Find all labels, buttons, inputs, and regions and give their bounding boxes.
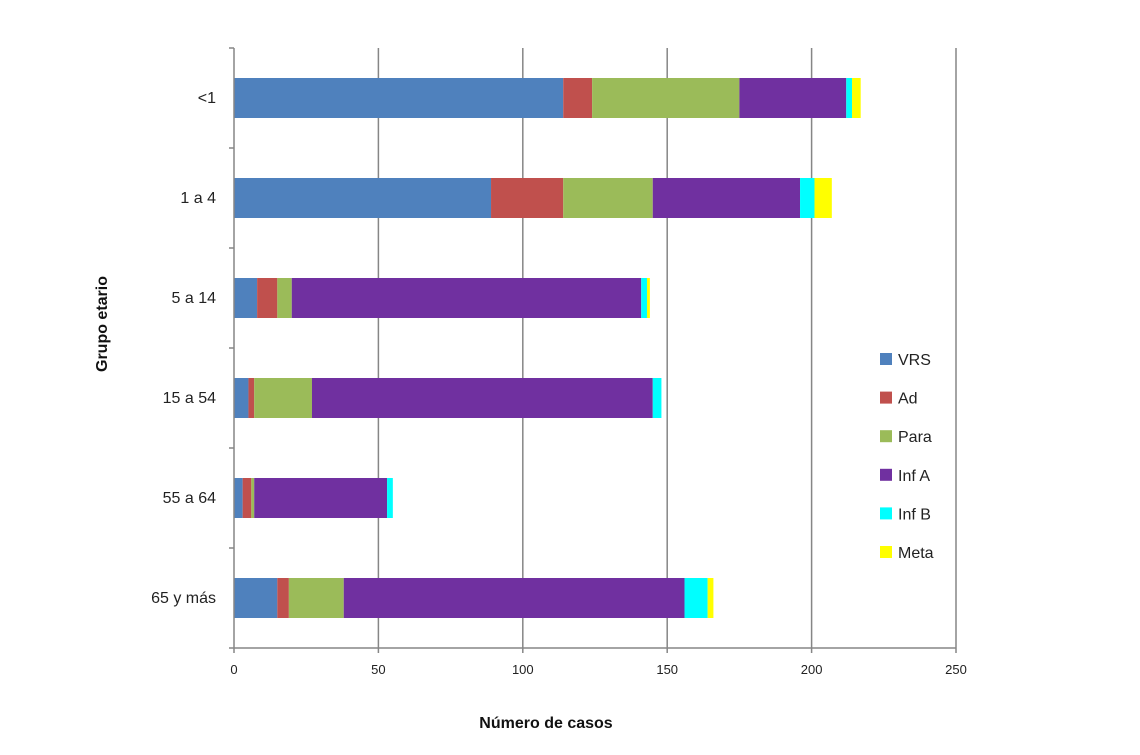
category-label: 15 a 54: [163, 390, 216, 407]
legend-swatch: [880, 430, 892, 443]
category-label: 5 a 14: [172, 290, 217, 307]
tick-labels: 0 50 100 150 200 250: [229, 47, 967, 677]
bar-segment: [234, 178, 492, 218]
category-label: 1 a 4: [180, 190, 216, 207]
bar-segment: [254, 378, 312, 418]
bar-segment: [311, 378, 653, 418]
bars: [234, 78, 861, 618]
legend-label: Meta: [898, 545, 934, 562]
bar-segment: [491, 178, 564, 218]
bar-segment: [234, 78, 564, 118]
bar-segment: [707, 578, 714, 618]
bar-segment: [652, 178, 801, 218]
category-label: 55 a 64: [163, 490, 216, 507]
bar-segment: [800, 178, 815, 218]
bar-segment: [387, 478, 393, 518]
bar-segment: [814, 178, 832, 218]
x-tick-label: 200: [801, 662, 823, 677]
bar-segment: [739, 78, 847, 118]
legend: VRS Ad Para Inf A Inf B Meta: [880, 352, 934, 562]
bar-segment: [288, 578, 344, 618]
bar-segment: [234, 278, 258, 318]
bar-segment: [563, 78, 593, 118]
legend-swatch: [880, 468, 892, 481]
grid-lines: [377, 48, 957, 648]
bar-segment: [684, 578, 708, 618]
category-label: 65 y más: [151, 590, 216, 607]
y-axis-title: Grupo etario: [94, 276, 111, 372]
legend-swatch: [880, 546, 892, 558]
x-tick-label: 100: [512, 662, 534, 677]
bar-segment: [846, 78, 853, 118]
bar-segment: [234, 378, 249, 418]
legend-label: Ad: [898, 391, 918, 408]
x-axis-title: Número de casos: [479, 715, 612, 732]
bar-segment: [277, 278, 292, 318]
bar-segment: [641, 278, 647, 318]
legend-swatch: [880, 507, 892, 520]
legend-label: Para: [898, 429, 932, 446]
bar-segment: [248, 378, 255, 418]
legend-label: Inf A: [898, 468, 930, 485]
bar-segment: [242, 478, 252, 518]
bar-segment: [852, 78, 861, 118]
bar-segment: [254, 478, 388, 518]
bar-segment: [646, 278, 650, 318]
bar-segment: [652, 378, 662, 418]
category-label: <1: [198, 90, 216, 107]
x-tick-label: 250: [945, 662, 967, 677]
legend-swatch: [880, 353, 892, 365]
bar-segment: [592, 78, 740, 118]
bar-segment: [343, 578, 685, 618]
bar-segment: [291, 278, 642, 318]
bar-segment: [234, 478, 243, 518]
bar-segment: [257, 278, 278, 318]
legend-label: VRS: [898, 352, 931, 369]
bar-segment: [251, 478, 255, 518]
legend-label: Inf B: [898, 506, 931, 523]
x-tick-label: 0: [230, 662, 237, 677]
bar-segment: [234, 578, 278, 618]
category-labels: <1 1 a 4 5 a 14 15 a 54 55 a 64 65 y más: [151, 90, 216, 607]
x-tick-label: 50: [371, 662, 385, 677]
bar-segment: [277, 578, 289, 618]
x-tick-label: 150: [656, 662, 678, 677]
bar-segment: [563, 178, 653, 218]
legend-swatch: [880, 391, 892, 404]
